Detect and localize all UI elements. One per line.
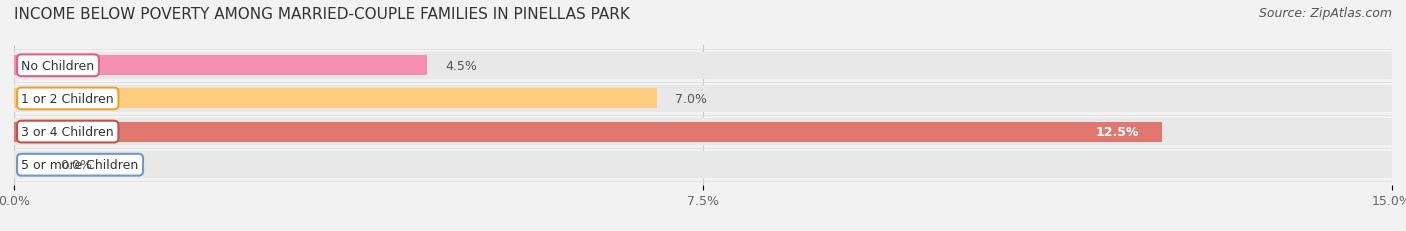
Bar [14,119,1392,146]
Text: 1 or 2 Children: 1 or 2 Children [21,93,114,106]
Text: INCOME BELOW POVERTY AMONG MARRIED-COUPLE FAMILIES IN PINELLAS PARK: INCOME BELOW POVERTY AMONG MARRIED-COUPL… [14,7,630,22]
Text: 5 or more Children: 5 or more Children [21,158,139,171]
Bar [14,89,657,109]
Text: 3 or 4 Children: 3 or 4 Children [21,125,114,138]
Text: No Children: No Children [21,60,94,73]
Bar [14,52,1392,79]
Text: 4.5%: 4.5% [446,60,478,73]
Bar [14,122,1163,142]
Bar [14,56,427,76]
Bar [14,152,1392,179]
Text: 0.0%: 0.0% [60,158,91,171]
Text: 7.0%: 7.0% [675,93,707,106]
Text: Source: ZipAtlas.com: Source: ZipAtlas.com [1258,7,1392,20]
Bar [14,85,1392,112]
Text: 12.5%: 12.5% [1095,125,1139,138]
